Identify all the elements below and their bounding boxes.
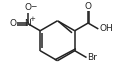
Text: O: O bbox=[9, 19, 16, 28]
Text: OH: OH bbox=[99, 24, 113, 33]
Text: O: O bbox=[24, 3, 31, 12]
Text: +: + bbox=[29, 16, 35, 22]
Text: −: − bbox=[30, 2, 36, 11]
Text: O: O bbox=[85, 2, 92, 11]
Text: N: N bbox=[24, 19, 31, 28]
Text: Br: Br bbox=[87, 53, 97, 62]
